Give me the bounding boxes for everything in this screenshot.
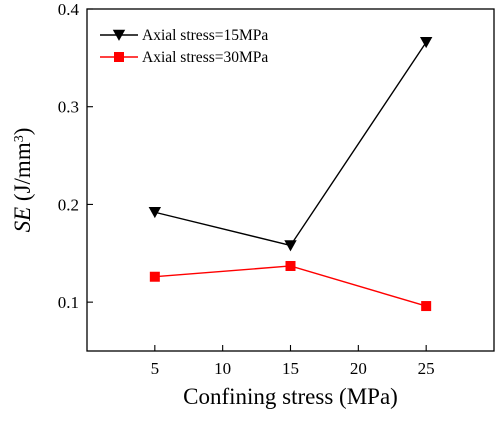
y-axis-title-unit: (J/mm — [10, 142, 35, 207]
data-point — [284, 240, 297, 252]
legend-marker — [114, 52, 124, 62]
data-point — [421, 301, 432, 312]
series-2 — [149, 260, 432, 312]
legend-item: Axial stress=30MPa — [100, 49, 268, 66]
legend-item: Axial stress=15MPa — [100, 27, 268, 44]
x-axis-title: Confining stress (MPa) — [183, 384, 398, 409]
series-line — [154, 265, 427, 307]
data-point — [419, 36, 433, 49]
y-axis-title-close: ) — [10, 128, 35, 136]
x-tick-label: 20 — [350, 359, 367, 378]
legend-label: Axial stress=30MPa — [142, 49, 268, 66]
x-tick-label: 15 — [282, 359, 299, 378]
data-point — [148, 206, 162, 219]
legend-label: Axial stress=15MPa — [142, 27, 268, 44]
data-point — [149, 271, 160, 282]
y-axis-title-sup: 3 — [12, 135, 27, 142]
series-line — [154, 41, 427, 247]
y-tick-label: 0.2 — [58, 195, 79, 214]
y-tick-label: 0.4 — [58, 0, 80, 19]
series-layer — [148, 36, 433, 312]
y-axis-title-main: SE — [10, 207, 35, 233]
x-tick-label: 25 — [418, 359, 435, 378]
legend: Axial stress=15MPa Axial stress=30MPa — [100, 27, 268, 66]
y-tick-label: 0.3 — [58, 98, 79, 117]
plot-frame — [86, 8, 495, 352]
x-tick-label: 5 — [151, 359, 160, 378]
data-point — [285, 260, 296, 271]
y-tick-label: 0.1 — [58, 293, 79, 312]
x-tick-label: 10 — [214, 359, 231, 378]
series-1 — [148, 36, 433, 252]
legend-marker — [112, 29, 126, 41]
y-axis-title: SE (J/mm3) — [10, 128, 35, 233]
ticks-layer: 5 10 15 20 25 0.1 0.2 0.3 0.4 — [58, 0, 435, 378]
